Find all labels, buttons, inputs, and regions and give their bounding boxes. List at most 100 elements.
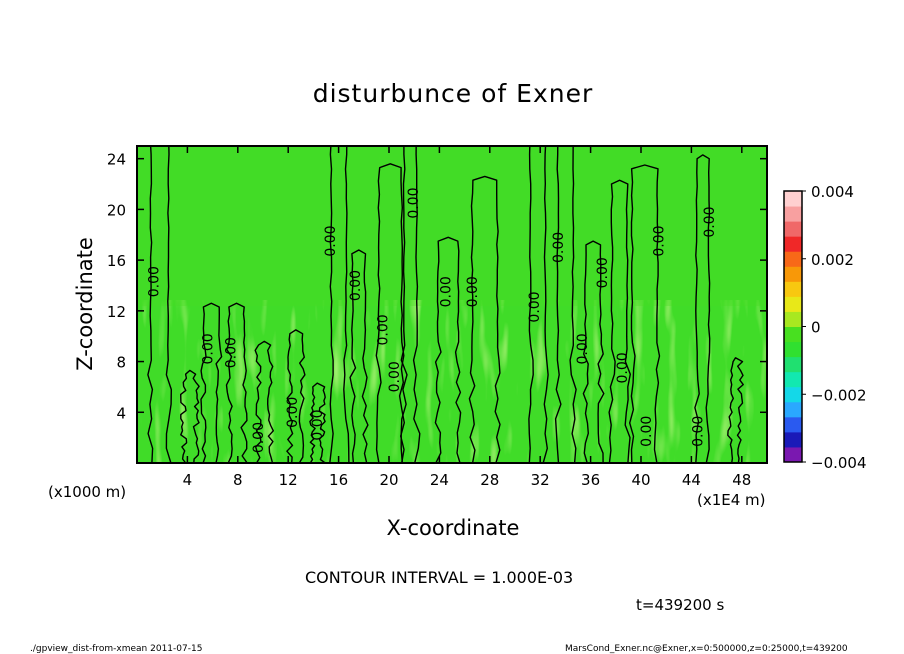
contour-line [554,146,577,463]
contour-label: 0.00 [652,226,668,257]
contour-label: 0.00 [348,270,364,301]
y-axis-ticks: 4 8 12 16 20 24 [107,151,767,422]
x-tick-label: 12 [279,471,298,489]
field-texture [137,300,767,463]
colorbar-swatch [784,221,802,237]
contour-label: 0.00 [310,409,326,440]
contour-label: 0.00 [527,291,543,322]
contour-label: 0.00 [439,276,455,307]
x-tick-label: 44 [682,471,701,489]
contour-line [375,163,405,463]
contour-label: 0.00 [702,207,718,238]
contour-line [147,146,172,463]
contour-line [528,146,549,463]
contour-label: 0.00 [323,226,339,257]
x-tick-label: 8 [233,471,243,489]
x-tick-label: 32 [531,471,550,489]
colorbar-swatch [784,251,802,267]
contour-label: 0.00 [406,188,422,219]
contour-line [254,340,274,463]
contour-label: 0.00 [285,397,301,428]
colorbar-swatch [784,431,802,448]
colorbar-swatch [784,311,802,327]
colorbar-swatch [784,401,802,418]
x-tick-label: 40 [631,471,650,489]
colorbar: 0.004 0.002 0 −0.002 −0.004 [783,183,867,472]
colorbar-swatch [784,281,802,297]
contour-line [434,236,462,463]
colorbar-swatch [784,206,802,222]
x-tick-label: 28 [480,471,499,489]
contour-label: 0.00 [223,337,239,368]
contour-line [349,249,369,463]
contour-label: 0.00 [465,276,481,307]
colorbar-swatches [784,191,802,463]
plot-area: 0.00 0.00 0.00 0.00 0.00 0.00 0.00 0.00 0.00 0.00… [107,145,768,489]
x-axis-ticks: 4 8 12 16 20 24 28 32 36 40 44 48 [183,146,751,489]
contour-line [200,302,223,463]
contour-label: 0.00 [146,266,162,297]
contour-line [329,146,350,463]
contour-line [629,164,661,463]
contour-label: 0.00 [639,416,655,447]
colorbar-swatch [784,266,802,282]
footer-left: ./gpview_dist-from-xmean 2011-07-15 [30,644,202,654]
colorbar-swatch [784,296,802,312]
contour-interval: CONTOUR INTERVAL = 1.000E-03 [305,568,573,587]
colorbar-tick-label: 0.004 [811,183,854,201]
colorbar-ticks: 0.004 0.002 0 −0.002 −0.004 [802,183,867,472]
contour-label: 0.00 [251,422,267,453]
colorbar-swatch [784,326,802,343]
contour-line [727,357,744,463]
footer-right: MarsCond_Exner.nc@Exner,x=0:500000,z=0:2… [565,644,848,654]
contour-label: 0.00 [691,416,707,447]
colorbar-tick-label: −0.004 [811,454,867,472]
contour-line [608,179,631,463]
colorbar-swatch [784,416,802,433]
contour-label: 0.00 [387,361,403,392]
colorbar-tick-label: −0.002 [811,386,867,404]
x-tick-label: 20 [379,471,398,489]
plot-frame [136,145,768,464]
contour-line [309,382,326,463]
colorbar-tick-label: 0 [811,319,821,337]
y-axis-unit: (x1000 m) [48,483,126,501]
contour-labels: 0.00 0.00 0.00 0.00 0.00 0.00 0.00 0.00 0.00 0.00… [146,188,718,454]
colorbar-tick-label: 0.002 [811,251,854,269]
chart-title: disturbunce of Exner [313,79,594,108]
contour-line [468,175,501,463]
colorbar-swatch [784,446,802,463]
x-tick-label: 24 [430,471,449,489]
x-tick-label: 36 [581,471,600,489]
colorbar-swatch [784,386,802,403]
contour-line [582,240,605,463]
field-texture-low [137,146,767,306]
contour-line [694,154,711,463]
contour-label: 0.00 [595,257,611,288]
y-tick-label: 12 [107,303,126,321]
x-axis-unit: (x1E4 m) [697,491,766,509]
y-axis-label: Z-coordinate [73,237,97,371]
contour-label: 0.00 [551,232,567,263]
colorbar-swatch [784,191,802,207]
contour-label: 0.00 [575,333,591,364]
contour-line [180,369,200,463]
colorbar-swatch [784,371,802,388]
contour-lines [147,146,744,463]
colorbar-swatch [784,236,802,252]
colorbar-swatch [784,356,802,373]
y-tick-label: 24 [107,151,126,169]
contour-label: 0.00 [615,352,631,383]
x-tick-label: 48 [732,471,751,489]
y-tick-label: 20 [107,201,126,219]
contour-line [225,302,248,463]
x-tick-label: 4 [183,471,193,489]
contour-label: 0.00 [376,314,392,345]
time-label: t=439200 s [636,596,724,614]
y-tick-label: 16 [107,252,126,270]
x-axis-label: X-coordinate [387,516,520,540]
contour-line [286,329,306,463]
contour-line [400,146,421,463]
y-tick-label: 8 [116,354,126,372]
